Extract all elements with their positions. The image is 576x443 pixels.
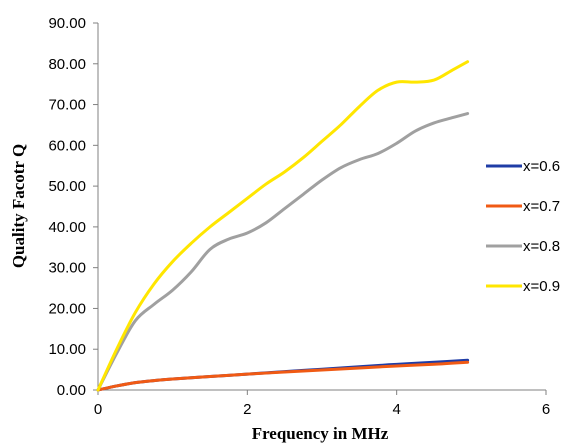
y-tick-label: 40.00 <box>48 219 86 236</box>
y-tick-label: 60.00 <box>48 137 86 154</box>
x-tick-label: 2 <box>243 401 251 418</box>
x-tick-label: 4 <box>392 401 400 418</box>
x-tick-label: 0 <box>94 401 102 418</box>
series-line-2 <box>96 360 470 392</box>
y-tick-label: 30.00 <box>48 260 86 277</box>
plot-area: 0.00 10.00 20.00 30.00 40.00 50.00 60.00 70.00 8… <box>48 15 550 418</box>
y-tick-label: 0.00 <box>57 382 86 399</box>
y-tick-label: 90.00 <box>48 15 86 32</box>
y-axis-title: Quality Facotr Q <box>9 144 28 268</box>
series-line-4 <box>96 60 470 392</box>
x-axis-title: Frequency in MHz <box>252 424 389 443</box>
legend-label: x=0.9 <box>523 278 560 295</box>
y-tick-label: 80.00 <box>48 56 86 73</box>
y-tick-labels: 0.00 10.00 20.00 30.00 40.00 50.00 60.00 70.00 8… <box>48 15 98 399</box>
y-tick-label: 10.00 <box>48 341 86 358</box>
x-tick-labels: 0 2 4 6 <box>94 390 550 418</box>
x-tick-label: 6 <box>542 401 550 418</box>
series-line-3 <box>96 112 470 392</box>
y-tick-label: 50.00 <box>48 178 86 195</box>
legend-label: x=0.7 <box>523 198 560 215</box>
legend-label: x=0.6 <box>523 158 560 175</box>
legend: x=0.6 x=0.7 x=0.8 x=0.9 <box>486 158 560 295</box>
y-tick-label: 20.00 <box>48 300 86 317</box>
legend-label: x=0.8 <box>523 238 560 255</box>
series-lines <box>96 60 470 392</box>
y-tick-label: 70.00 <box>48 97 86 114</box>
